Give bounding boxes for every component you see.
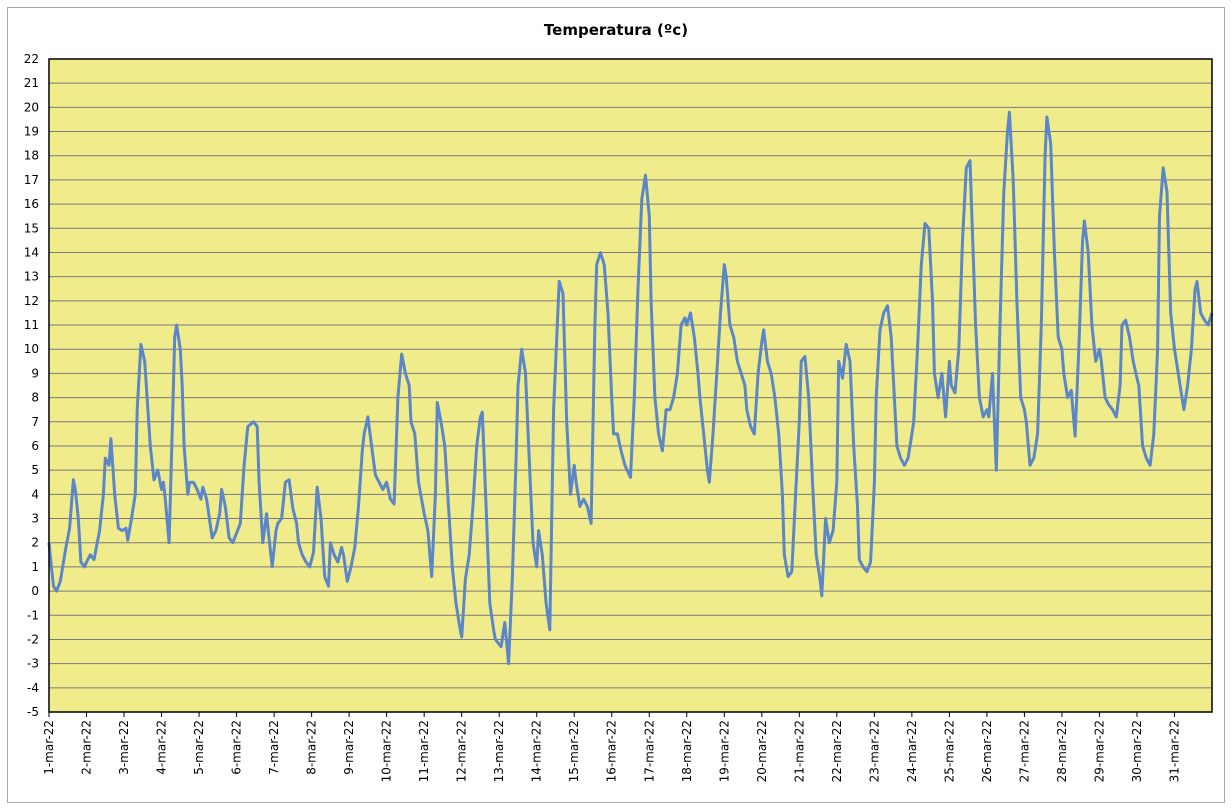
x-tick-label: 15-mar-22 xyxy=(567,720,581,782)
y-tick-label: 1 xyxy=(31,560,39,574)
x-tick-label: 22-mar-22 xyxy=(830,720,844,782)
y-axis-ticks: -5-4-3-2-1012345678910111213141516171819… xyxy=(24,52,39,719)
y-tick-label: 9 xyxy=(31,366,39,380)
x-tick-label: 4-mar-22 xyxy=(155,720,169,775)
y-tick-label: 15 xyxy=(24,221,39,235)
x-tick-label: 1-mar-22 xyxy=(42,720,56,775)
y-tick-label: 19 xyxy=(24,125,39,139)
y-tick-label: 20 xyxy=(24,100,39,114)
x-tick-label: 27-mar-22 xyxy=(1017,720,1031,782)
x-tick-label: 12-mar-22 xyxy=(455,720,469,782)
x-tick-label: 25-mar-22 xyxy=(942,720,956,782)
y-tick-label: 7 xyxy=(31,415,39,429)
x-tick-label: 20-mar-22 xyxy=(755,720,769,782)
x-tick-label: 23-mar-22 xyxy=(867,720,881,782)
y-tick-label: 21 xyxy=(24,76,39,90)
x-tick-label: 19-mar-22 xyxy=(717,720,731,782)
series-layer xyxy=(47,110,1214,666)
x-tick-label: 24-mar-22 xyxy=(905,720,919,782)
y-tick-label: 17 xyxy=(24,173,39,187)
y-tick-label: 4 xyxy=(31,487,39,501)
y-tick-label: -5 xyxy=(27,705,39,719)
y-tick-label: 22 xyxy=(24,52,39,66)
x-tick-label: 7-mar-22 xyxy=(267,720,281,775)
plot-area xyxy=(49,59,1212,712)
y-tick-label: -3 xyxy=(27,657,39,671)
x-tick-label: 13-mar-22 xyxy=(492,720,506,782)
x-tick-label: 8-mar-22 xyxy=(305,720,319,775)
y-tick-label: 0 xyxy=(31,584,39,598)
y-tick-label: 12 xyxy=(24,294,39,308)
x-tick-label: 11-mar-22 xyxy=(417,720,431,782)
y-tick-label: 5 xyxy=(31,463,39,477)
chart-title: Temperatura (ºc) xyxy=(543,21,689,39)
y-tick-label: 14 xyxy=(24,245,39,259)
x-tick-label: 29-mar-22 xyxy=(1092,720,1106,782)
y-tick-label: 18 xyxy=(24,149,39,163)
x-tick-label: 28-mar-22 xyxy=(1055,720,1069,782)
y-tick-label: 8 xyxy=(31,391,39,405)
y-tick-label: 2 xyxy=(31,536,39,550)
x-tick-label: 6-mar-22 xyxy=(230,720,244,775)
x-tick-label: 16-mar-22 xyxy=(605,720,619,782)
y-tick-label: 3 xyxy=(31,512,39,526)
x-tick-label: 10-mar-22 xyxy=(380,720,394,782)
x-tick-label: 5-mar-22 xyxy=(192,720,206,775)
x-tick-label: 21-mar-22 xyxy=(792,720,806,782)
x-tick-label: 30-mar-22 xyxy=(1130,720,1144,782)
y-tick-label: 10 xyxy=(24,342,39,356)
x-tick-label: 14-mar-22 xyxy=(530,720,544,782)
y-tick-label: -2 xyxy=(27,632,39,646)
x-tick-label: 9-mar-22 xyxy=(342,720,356,775)
y-tick-label: -4 xyxy=(27,681,39,695)
x-tick-label: 18-mar-22 xyxy=(680,720,694,782)
y-tick-label: 16 xyxy=(24,197,39,211)
y-tick-label: -1 xyxy=(27,608,39,622)
y-tick-label: 13 xyxy=(24,270,39,284)
plot-border xyxy=(48,58,1213,713)
x-tick-label: 17-mar-22 xyxy=(642,720,656,782)
x-tick-label: 31-mar-22 xyxy=(1167,720,1181,782)
x-tick-label: 3-mar-22 xyxy=(117,720,131,775)
y-tick-label: 6 xyxy=(31,439,39,453)
x-tick-label: 2-mar-22 xyxy=(80,720,94,775)
series-line xyxy=(47,110,1214,666)
x-tick-label: 26-mar-22 xyxy=(980,720,994,782)
x-axis-ticks: 1-mar-22 2-mar-22 3-mar-22 4-mar-22 5-mar-22… xyxy=(42,712,1181,782)
y-tick-label: 11 xyxy=(24,318,39,332)
